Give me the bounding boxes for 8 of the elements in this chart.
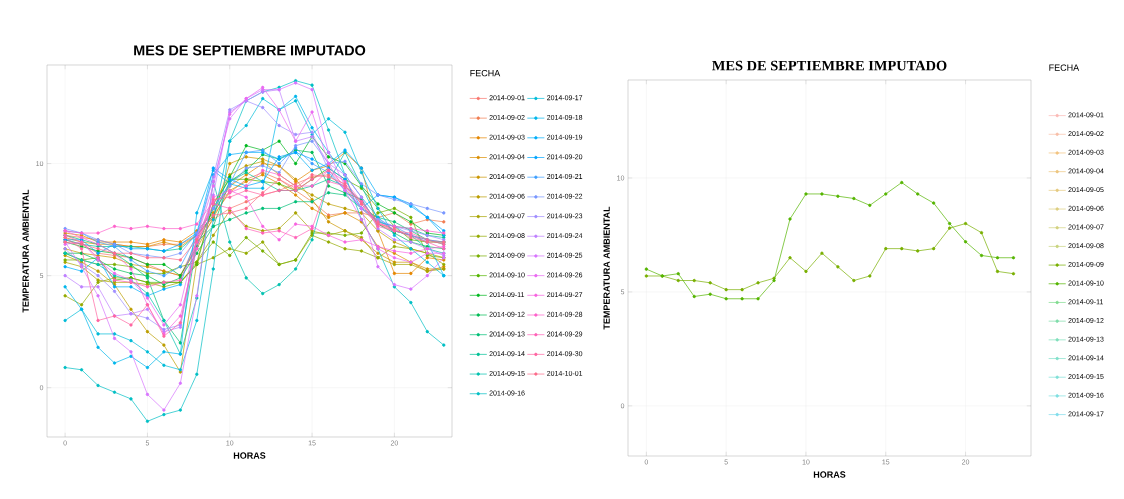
chart-title: MES DE SEPTIEMBRE IMPUTADO xyxy=(712,60,947,71)
y-axis-title: TEMPERATURA AMBIENTAL xyxy=(22,189,29,313)
x-axis-title: HORAS xyxy=(233,452,266,459)
x-axis-title: HORAS xyxy=(813,471,846,478)
legend-title: FECHA xyxy=(1049,64,1080,71)
legend-title: FECHA xyxy=(470,69,501,77)
chart-title: MES DE SEPTIEMBRE IMPUTADO xyxy=(134,45,366,56)
y-axis-title: TEMPERATURA AMBIENTAL xyxy=(603,206,610,330)
